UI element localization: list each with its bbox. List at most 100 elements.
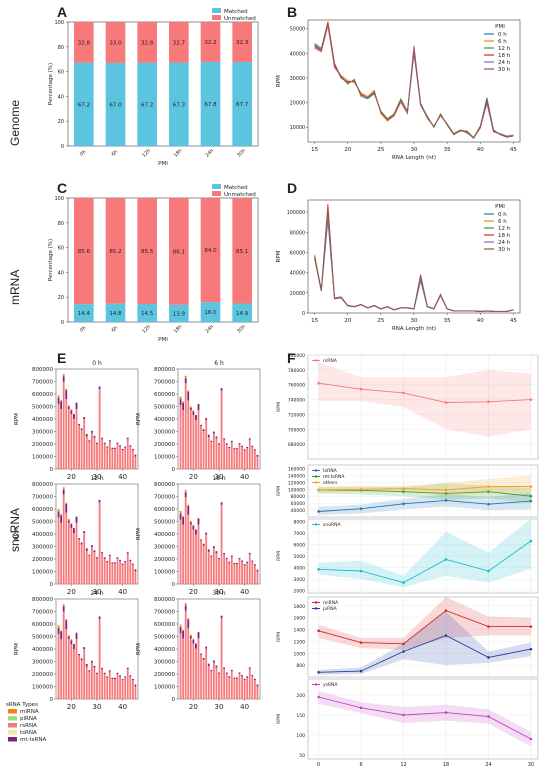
bar-unmatched	[200, 22, 221, 62]
bar-mirna	[187, 390, 190, 392]
bar-mt-tsrna	[179, 399, 182, 406]
data-point	[317, 488, 320, 492]
y-tick-label: 300000	[32, 545, 53, 551]
bar-mt-tsrna	[116, 557, 119, 559]
bar-mt-tsrna	[57, 511, 60, 518]
bar-mt-tsrna	[93, 665, 96, 668]
bar-rsrna	[228, 677, 231, 699]
bar-mt-tsrna	[106, 561, 109, 563]
series-line-others	[318, 486, 531, 491]
subplot-title: 6 h	[214, 360, 224, 367]
bar-mt-tsrna	[111, 677, 114, 679]
bar-rsrna	[243, 680, 246, 699]
x-tick-label: 0h	[79, 325, 88, 334]
bar-mt-tsrna	[106, 446, 109, 448]
bar-rsrna	[184, 383, 187, 469]
plot-frame	[307, 596, 539, 678]
data-point	[444, 634, 448, 637]
y-tick-label: 5000	[294, 554, 306, 560]
bar-mt-tsrna	[108, 554, 111, 556]
subplot-title: 12 h	[90, 475, 104, 482]
bar-rsrna	[243, 565, 246, 584]
legend-marker	[314, 359, 318, 362]
bar-unmatched	[169, 198, 189, 305]
x-tick-label: 0h	[79, 149, 88, 158]
bar-mt-tsrna	[98, 616, 101, 619]
bar-rsrna	[187, 628, 190, 699]
bar-rsrna	[98, 619, 101, 699]
bar-rsrna	[230, 442, 233, 469]
legend-swatch	[8, 737, 17, 742]
bar-rsrna	[248, 668, 251, 699]
x-tick-label: 30h	[236, 324, 247, 335]
bar-rsrna	[182, 638, 185, 699]
chart-a: 0 20 40 60 80 100 Percentage (%) PMI 67.2 32.8 0h 6…	[48, 8, 259, 167]
chart-c: 0 20 40 60 80 100 Percentage (%) PMI 14.4 85.6 0h 1…	[48, 184, 259, 343]
bar-mirna	[65, 389, 68, 391]
y-tick-label: 1400	[294, 628, 306, 634]
confidence-band	[318, 483, 531, 504]
bar-rsrna	[65, 629, 68, 699]
legend-label: snoRNA	[323, 522, 341, 528]
x-tick-label: 20	[67, 703, 76, 711]
legend-label: Matched	[224, 9, 248, 15]
bar-rsrna	[192, 415, 195, 469]
series-line-miRNA	[318, 610, 531, 645]
bar-unmatched	[232, 22, 252, 63]
data-point	[317, 567, 320, 571]
bar-rsrna	[179, 633, 182, 699]
bar-unmatched	[74, 198, 94, 305]
y-tick-label: 300000	[32, 430, 53, 436]
bar-mt-tsrna	[85, 548, 88, 551]
bar-matched	[74, 304, 94, 322]
bar-mt-tsrna	[238, 672, 241, 674]
bar-rsrna	[121, 450, 124, 469]
y-tick-label: 800000	[32, 482, 53, 488]
y-tick-label: 800000	[154, 367, 175, 373]
y-tick-label: 0	[61, 320, 64, 326]
legend-label: 0 h	[498, 212, 507, 218]
x-tick-label: 12	[400, 762, 406, 768]
bar-mt-tsrna	[121, 679, 124, 681]
bar-rsrna	[220, 618, 223, 699]
bar-mt-tsrna	[62, 489, 65, 495]
bar-mt-tsrna	[131, 563, 134, 565]
bar-rsrna	[256, 686, 259, 699]
x-tick-label: 18h	[173, 148, 184, 159]
bar-data-label: 14.9	[236, 311, 249, 317]
bar-mt-tsrna	[57, 627, 60, 634]
legend-label: 18 h	[498, 53, 511, 59]
bar-mirna	[60, 400, 63, 402]
y-axis-label: RPM	[276, 250, 282, 262]
data-point	[359, 569, 363, 573]
bar-matched	[232, 62, 252, 146]
bar-mt-tsrna	[246, 446, 249, 449]
bar-mt-tsrna	[96, 557, 98, 559]
x-tick-label: 20	[189, 703, 198, 711]
y-tick-label: 400000	[32, 532, 53, 538]
bar-mt-tsrna	[83, 647, 86, 649]
bar-mt-tsrna	[129, 675, 132, 677]
y-tick-label: 600000	[154, 622, 175, 628]
data-point	[529, 494, 533, 498]
bar-mt-tsrna	[62, 376, 65, 382]
bar-mt-tsrna	[126, 667, 129, 669]
bar-mt-tsrna	[70, 524, 73, 528]
data-point	[359, 706, 363, 710]
plot-frame	[307, 464, 539, 518]
x-tick-label: 24h	[204, 324, 215, 335]
x-axis-label: RNA Length (nt)	[392, 155, 436, 161]
bar-mt-tsrna	[65, 390, 68, 399]
bar-rsrna	[238, 559, 241, 584]
x-tick-label: 30	[93, 703, 102, 711]
data-point	[529, 647, 533, 651]
bar-mt-tsrna	[101, 437, 104, 439]
bar-rsrna	[88, 671, 91, 699]
data-point	[402, 487, 405, 490]
data-point	[444, 711, 448, 714]
bar-rsrna	[189, 410, 192, 469]
y-tick-label: 200	[296, 693, 305, 699]
bar-mt-tsrna	[119, 559, 121, 562]
bar-rsrna	[256, 571, 259, 584]
x-tick-label: 45	[510, 318, 517, 324]
